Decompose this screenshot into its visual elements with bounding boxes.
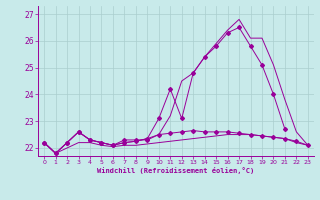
X-axis label: Windchill (Refroidissement éolien,°C): Windchill (Refroidissement éolien,°C) bbox=[97, 167, 255, 174]
